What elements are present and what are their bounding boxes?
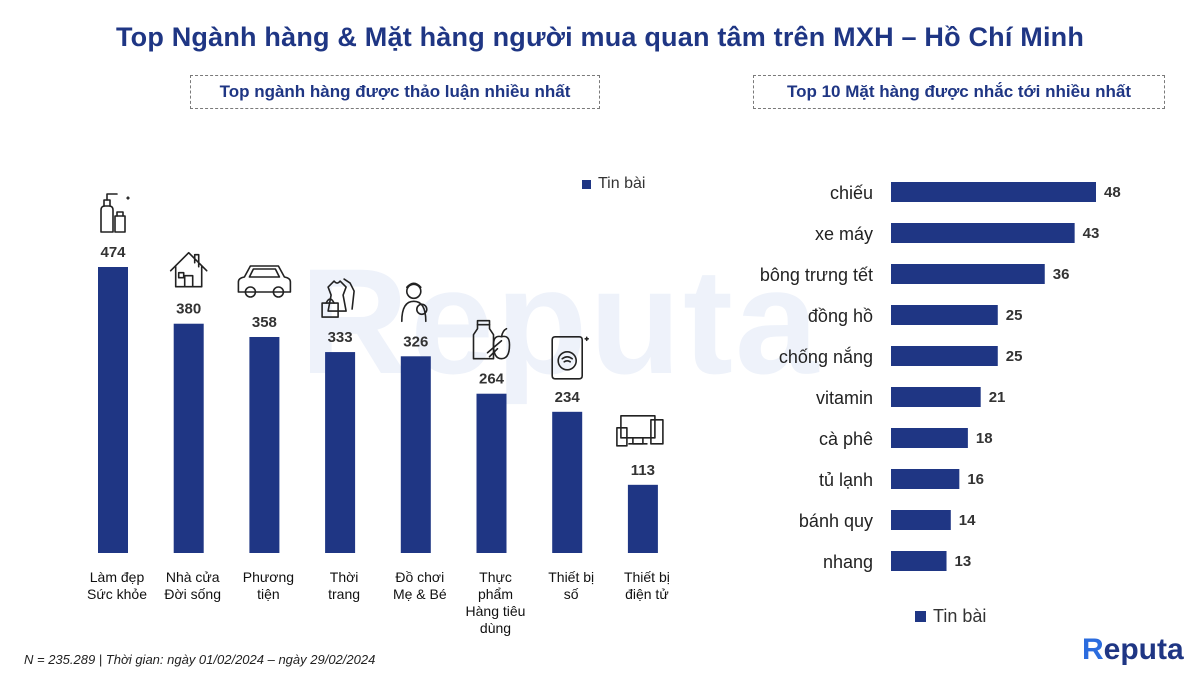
data-label: 14 bbox=[959, 512, 976, 529]
category-label: tủ lạnh bbox=[819, 470, 873, 490]
legend-swatch bbox=[915, 611, 926, 622]
category-label: đồng hồ bbox=[808, 306, 873, 326]
category-label: Thực bbox=[479, 569, 512, 585]
left-chart-legend: Tin bài bbox=[582, 175, 645, 193]
right-chart-subtitle: Top 10 Mặt hàng được nhắc tới nhiều nhất bbox=[753, 75, 1165, 109]
category-label: trang bbox=[328, 586, 360, 602]
clothing-icon bbox=[321, 278, 355, 318]
page-title: Top Ngành hàng & Mặt hàng người mua quan… bbox=[115, 22, 1085, 52]
bar bbox=[627, 484, 658, 553]
category-label: nhang bbox=[823, 552, 873, 572]
bar bbox=[891, 551, 947, 571]
category-label: Phương bbox=[243, 569, 294, 585]
category-label: vitamin bbox=[816, 388, 873, 408]
item-bar-chart: 48 chiếu 43 xe máy 36 bông trưng tết 25 đồng hồ… bbox=[760, 182, 1121, 572]
data-label: 36 bbox=[1053, 266, 1070, 283]
category-label: bông trưng tết bbox=[760, 265, 873, 285]
data-label: 264 bbox=[479, 371, 505, 388]
category-label: Đời sống bbox=[164, 586, 221, 602]
category-label: số bbox=[564, 586, 579, 602]
data-label: 113 bbox=[631, 462, 655, 479]
bar bbox=[891, 223, 1075, 243]
data-label: 16 bbox=[967, 471, 984, 488]
logo-mark: R bbox=[1082, 633, 1104, 666]
category-label: cà phê bbox=[819, 429, 873, 449]
bar bbox=[476, 393, 507, 553]
bar bbox=[891, 387, 981, 407]
food-icon bbox=[472, 319, 511, 360]
category-label: Thiết bị bbox=[624, 569, 670, 585]
left-chart-subtitle: Top ngành hàng được thảo luận nhiều nhất bbox=[190, 75, 600, 109]
bar bbox=[98, 267, 128, 553]
data-label: 380 bbox=[176, 301, 201, 318]
category-label: bánh quy bbox=[799, 511, 873, 531]
bar bbox=[552, 411, 583, 553]
right-chart-legend: Tin bài bbox=[915, 606, 986, 627]
category-label: chiếu bbox=[830, 183, 873, 203]
legend-label: Tin bài bbox=[933, 606, 987, 626]
category-label: Làm đẹp bbox=[90, 569, 145, 585]
category-label: điện tử bbox=[625, 586, 669, 602]
mother-baby-icon bbox=[400, 282, 428, 323]
bar bbox=[891, 469, 960, 489]
category-label: Sức khỏe bbox=[87, 586, 147, 602]
category-label: xe máy bbox=[815, 224, 873, 244]
bar bbox=[891, 346, 998, 366]
category-label: chống nắng bbox=[779, 346, 873, 367]
bar bbox=[249, 336, 280, 553]
data-label: 333 bbox=[328, 329, 353, 346]
bar bbox=[891, 305, 998, 325]
devices-icon bbox=[616, 415, 664, 447]
legend-label: Tin bài bbox=[598, 175, 646, 192]
house-icon bbox=[169, 251, 208, 288]
footnote: N = 235.289 | Thời gian: ngày 01/02/2024… bbox=[24, 652, 376, 667]
data-label: 25 bbox=[1006, 348, 1023, 365]
category-label: Mẹ & Bé bbox=[393, 586, 447, 602]
category-label: tiện bbox=[257, 586, 280, 602]
data-label: 43 bbox=[1083, 225, 1100, 242]
bar bbox=[891, 510, 951, 530]
category-label: Nhà cửa bbox=[166, 569, 220, 585]
legend-swatch bbox=[582, 179, 591, 189]
category-label: dùng bbox=[480, 620, 511, 636]
cosmetics-icon bbox=[100, 193, 130, 233]
data-label: 48 bbox=[1104, 184, 1121, 201]
data-label: 13 bbox=[955, 553, 972, 570]
data-label: 358 bbox=[252, 314, 277, 331]
phone-wifi-icon bbox=[551, 336, 590, 380]
data-label: 21 bbox=[989, 389, 1006, 406]
bar bbox=[891, 264, 1045, 284]
bar bbox=[400, 356, 431, 553]
category-label: Thiết bị bbox=[548, 569, 594, 585]
bar bbox=[173, 323, 204, 553]
category-label: Hàng tiêu bbox=[466, 603, 526, 619]
bar bbox=[891, 182, 1096, 202]
logo-text: eputa bbox=[1103, 633, 1184, 666]
watermark: Reputa bbox=[300, 237, 821, 405]
data-label: 326 bbox=[403, 333, 428, 350]
data-label: 234 bbox=[555, 389, 581, 406]
bar bbox=[891, 428, 968, 448]
data-label: 25 bbox=[1006, 307, 1023, 324]
bar bbox=[325, 352, 356, 553]
category-label: Đồ chơi bbox=[395, 569, 444, 585]
car-icon bbox=[237, 265, 292, 298]
category-label: Thời bbox=[330, 569, 359, 585]
data-label: 18 bbox=[976, 430, 993, 447]
data-label: 474 bbox=[100, 244, 126, 261]
category-label: phẩm bbox=[478, 586, 513, 602]
